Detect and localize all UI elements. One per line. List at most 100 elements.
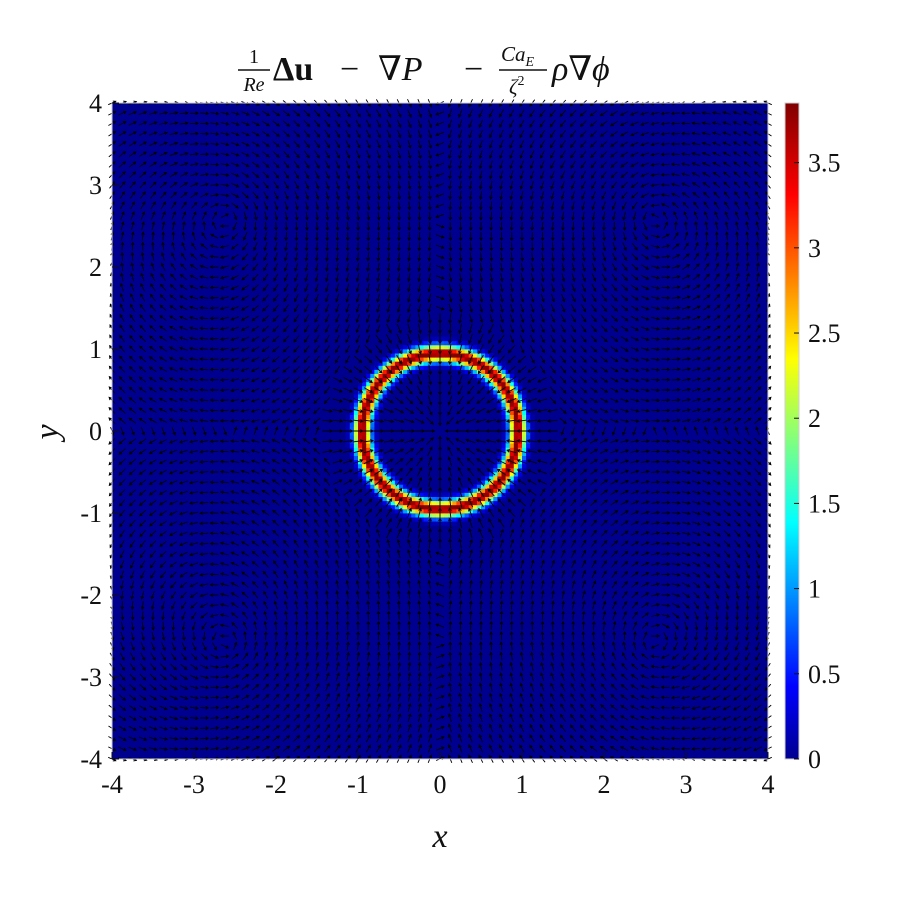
quiver-arrow (313, 407, 321, 414)
heatmap-cell (390, 373, 396, 379)
quiver-arrow (263, 662, 269, 671)
quiver-arrow (129, 181, 136, 189)
quiver-arrow (168, 418, 178, 423)
quiver-arrow (438, 537, 442, 549)
quiver-arrow (149, 171, 158, 178)
quiver-arrow (448, 496, 452, 508)
quiver-arrow (149, 550, 157, 558)
quiver-arrow (458, 323, 462, 335)
heatmap-cell (378, 365, 383, 370)
quiver-arrow (345, 744, 351, 753)
quiver-arrow (302, 418, 311, 424)
heatmap-cell (366, 455, 371, 461)
heatmap-cell (517, 406, 523, 411)
quiver-arrow (325, 191, 330, 201)
quiver-arrow (386, 589, 391, 600)
quiver-arrow (366, 610, 370, 620)
heatmap-cell (390, 369, 396, 374)
quiver-arrow (209, 326, 219, 331)
quiver-arrow (396, 569, 401, 579)
heatmap-cell (476, 353, 482, 358)
quiver-arrow (353, 419, 364, 423)
quiver-arrow (489, 589, 494, 600)
quiver-arrow (448, 201, 452, 211)
quiver-arrow (252, 252, 259, 262)
quiver-arrow (148, 345, 157, 352)
quiver-arrow (487, 365, 495, 374)
quiver-arrow (467, 467, 475, 477)
heatmap-cell (481, 480, 486, 485)
quiver-arrow (417, 273, 421, 283)
quiver-arrow (550, 201, 555, 211)
quiver-arrow (417, 364, 423, 375)
heatmap-background (112, 103, 768, 759)
heatmap-cell (419, 496, 424, 502)
quiver-arrow (489, 641, 493, 651)
quiver-arrow (242, 242, 249, 251)
quiver-arrow (314, 324, 320, 333)
quiver-arrow (304, 314, 310, 323)
quiver-arrow (520, 232, 524, 242)
heatmap-cell (366, 443, 371, 448)
quiver-arrow (305, 211, 309, 221)
quiver-arrow (313, 376, 321, 384)
heatmap-cell (452, 496, 457, 502)
quiver-arrow (170, 591, 177, 600)
quiver-arrow (251, 161, 260, 168)
quiver-arrow (438, 344, 442, 355)
quiver-arrow (159, 151, 168, 157)
quiver-arrow (138, 509, 147, 517)
quiver-arrow (160, 663, 167, 671)
quiver-arrow (458, 549, 463, 559)
heatmap-cell (423, 521, 429, 526)
quiver-arrow (210, 695, 220, 700)
heatmap-cell (489, 488, 494, 493)
quiver-arrow (141, 231, 145, 241)
quiver-arrow (537, 387, 548, 393)
quiver-arrow (396, 559, 401, 569)
quiver-arrow (520, 252, 525, 262)
quiver-arrow (150, 590, 155, 600)
quiver-arrow (242, 201, 249, 210)
quiver-arrow (262, 735, 270, 742)
quiver-arrow (292, 458, 301, 465)
quiver-arrow (376, 191, 381, 201)
heatmap-cell (411, 517, 416, 522)
quiver-arrow (315, 641, 320, 651)
quiver-arrow (530, 651, 534, 661)
quiver-arrow (219, 459, 229, 464)
quiver-arrow (540, 211, 545, 221)
quiver-arrow (282, 110, 291, 117)
quiver-arrow (418, 527, 422, 539)
quiver-arrow (435, 285, 445, 290)
quiver-arrow (489, 569, 494, 579)
heatmap-cell (382, 496, 388, 502)
quiver-arrow (242, 611, 249, 620)
heatmap-cell (460, 344, 465, 350)
heatmap-cell (440, 492, 445, 497)
quiver-arrow (210, 623, 219, 629)
heatmap-cell (530, 426, 535, 432)
quiver-arrow (383, 438, 395, 443)
quiver-arrow (119, 191, 126, 199)
quiver-arrow (397, 641, 401, 651)
quiver-arrow (529, 180, 534, 190)
quiver-arrow (417, 569, 421, 579)
quiver-arrow (516, 398, 527, 403)
quiver-arrow (159, 560, 167, 568)
quiver-arrow (507, 376, 516, 384)
quiver-arrow (486, 468, 496, 476)
heatmap-cell (464, 369, 470, 374)
heatmap-cell (423, 349, 429, 354)
heatmap-cell (386, 488, 392, 493)
quiver-arrow (271, 449, 280, 454)
heatmap-cell (472, 484, 478, 489)
quiver-arrow (540, 252, 545, 262)
heatmap-cell (456, 492, 461, 497)
quiver-arrow (272, 130, 280, 137)
quiver-arrow (353, 479, 363, 486)
quiver-arrow (324, 498, 330, 507)
heatmap-cell (489, 365, 494, 370)
quiver-arrow (231, 664, 240, 670)
quiver-arrow (386, 744, 392, 753)
